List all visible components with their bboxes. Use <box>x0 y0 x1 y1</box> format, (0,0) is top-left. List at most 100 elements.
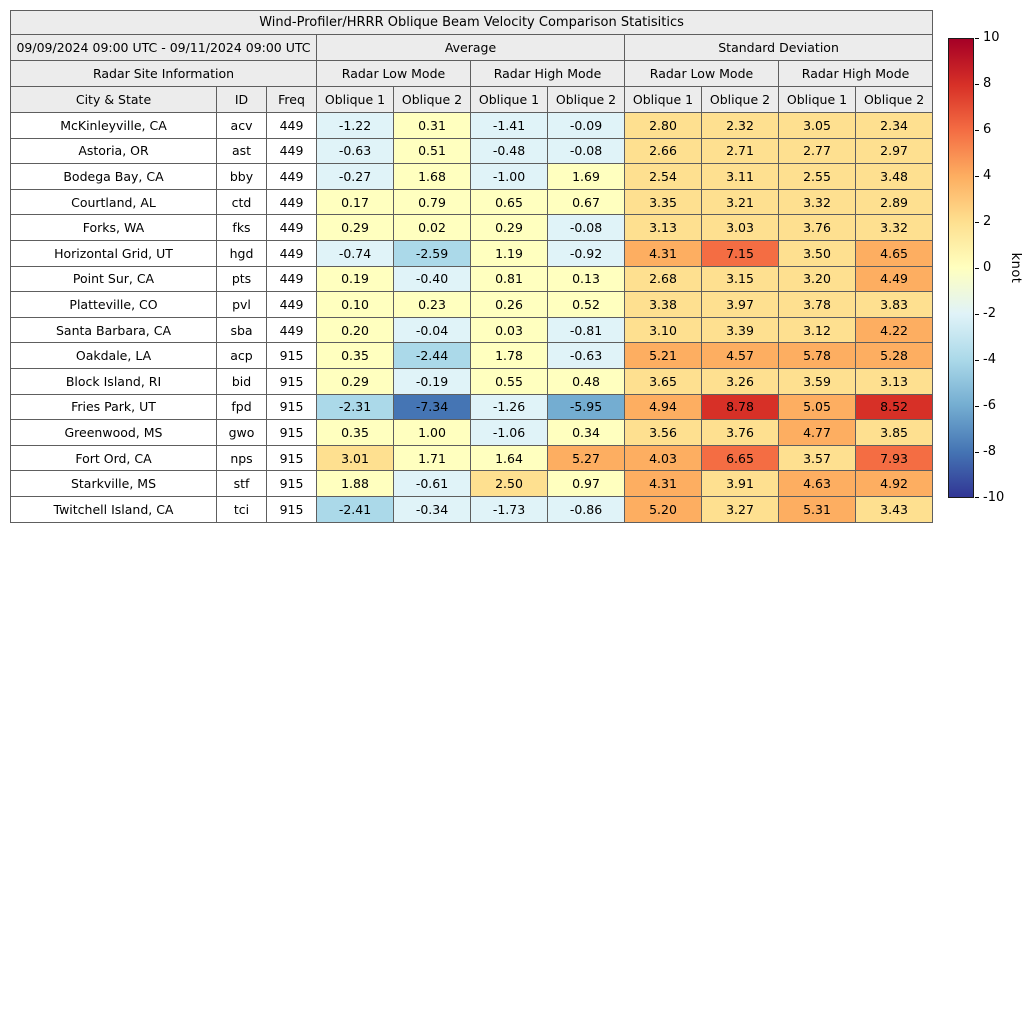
site-row: Platteville, CO pvl 449 0.10 0.23 0.26 0.52 3.3… <box>10 291 934 318</box>
value-cell: 3.38 <box>624 291 702 318</box>
value-cell: 2.71 <box>701 137 779 165</box>
value-cell: -1.73 <box>470 495 548 523</box>
freq-cell: 449 <box>266 291 317 318</box>
value-cell: -0.48 <box>470 137 548 165</box>
colorbar-tick-mark <box>975 406 979 407</box>
value-cell: 4.57 <box>701 342 779 369</box>
value-cell: 0.35 <box>316 419 394 446</box>
colorbar-tick-mark <box>975 176 979 177</box>
value-cell: -2.31 <box>316 393 394 421</box>
city-state-cell: Fries Park, UT <box>10 393 217 421</box>
value-cell: -5.95 <box>547 393 625 421</box>
value-cell: -0.19 <box>393 367 471 395</box>
value-cell: 0.29 <box>316 367 394 395</box>
value-cell: 0.55 <box>470 367 548 395</box>
value-cell: 1.71 <box>393 444 471 472</box>
value-cell: -0.09 <box>547 112 625 139</box>
value-cell: -0.81 <box>547 316 625 344</box>
date-range: 09/09/2024 09:00 UTC - 09/11/2024 09:00 … <box>10 34 317 61</box>
value-cell: -2.59 <box>393 239 471 267</box>
value-cell: 0.48 <box>547 367 625 395</box>
mode-header-sd-high: Radar High Mode <box>777 60 934 87</box>
value-cell: 0.81 <box>470 265 548 293</box>
value-cell: 3.32 <box>778 188 856 216</box>
city-state-cell: McKinleyville, CA <box>10 112 217 139</box>
group-header-standard-deviation: Standard Deviation <box>623 34 934 61</box>
freq-cell: 915 <box>266 419 317 446</box>
site-row: Fort Ord, CA nps 915 3.01 1.71 1.64 5.27 4.03 6.… <box>10 444 934 472</box>
value-cell: 5.05 <box>778 393 856 421</box>
value-cell: -0.27 <box>316 163 394 190</box>
site-info-header: Radar Site Information <box>10 60 317 87</box>
site-row: McKinleyville, CA acv 449 -1.22 0.31 -1.41 -0.… <box>10 112 934 139</box>
site-row: Forks, WA fks 449 0.29 0.02 0.29 -0.08 3.13 3.03… <box>10 214 934 241</box>
column-header-oblique2: Oblique 2 <box>701 86 779 113</box>
freq-cell: 449 <box>266 239 317 267</box>
value-cell: 3.20 <box>778 265 856 293</box>
site-row: Santa Barbara, CA sba 449 0.20 -0.04 0.03 -0.8… <box>10 316 934 344</box>
site-row: Bodega Bay, CA bby 449 -0.27 1.68 -1.00 1.69 2.… <box>10 163 934 190</box>
value-cell: 4.92 <box>854 470 934 497</box>
value-cell: 2.97 <box>854 137 934 165</box>
value-cell: 3.32 <box>854 214 934 241</box>
value-cell: 2.34 <box>854 112 934 139</box>
value-cell: -2.41 <box>316 495 394 523</box>
value-cell: 0.26 <box>470 291 548 318</box>
value-cell: 2.89 <box>854 188 934 216</box>
value-cell: -2.44 <box>393 342 471 369</box>
stats-table: Wind-Profiler/HRRR Oblique Beam Velocity… <box>9 10 934 523</box>
colorbar-tick-label: 6 <box>983 122 992 137</box>
freq-cell: 449 <box>266 214 317 241</box>
value-cell: 3.35 <box>624 188 702 216</box>
column-header-oblique2: Oblique 2 <box>393 86 471 113</box>
value-cell: -0.08 <box>547 137 625 165</box>
value-cell: 5.31 <box>778 495 856 523</box>
value-cell: 4.22 <box>854 316 934 344</box>
freq-cell: 915 <box>266 444 317 472</box>
freq-cell: 915 <box>266 470 317 497</box>
group-header-row: 09/09/2024 09:00 UTC - 09/11/2024 09:00 … <box>10 34 934 61</box>
colorbar-gradient <box>948 38 974 498</box>
value-cell: 0.02 <box>393 214 471 241</box>
value-cell: 0.79 <box>393 188 471 216</box>
value-cell: -0.63 <box>547 342 625 369</box>
colorbar-ticks: 10 8 6 4 2 0 -2 -4 -6 -8 -10 <box>975 30 1015 505</box>
column-header-row: City & State ID Freq Oblique 1 Oblique 2… <box>10 86 934 113</box>
city-state-cell: Oakdale, LA <box>10 342 217 369</box>
column-header-oblique1: Oblique 1 <box>470 86 548 113</box>
site-id-cell: acp <box>216 342 267 369</box>
value-cell: 0.29 <box>316 214 394 241</box>
colorbar-tick-mark <box>975 130 979 131</box>
site-id-cell: hgd <box>216 239 267 267</box>
mode-header-sd-low: Radar Low Mode <box>624 60 779 87</box>
colorbar-tick-mark <box>975 222 979 223</box>
colorbar-tick-label: -6 <box>983 398 996 413</box>
column-header-freq: Freq <box>266 86 317 113</box>
value-cell: 3.15 <box>701 265 779 293</box>
value-cell: 7.15 <box>701 239 779 267</box>
site-row: Courtland, AL ctd 449 0.17 0.79 0.65 0.67 3.35 3… <box>10 188 934 216</box>
value-cell: -0.86 <box>547 495 625 523</box>
value-cell: 5.78 <box>778 342 856 369</box>
value-cell: 3.43 <box>854 495 934 523</box>
value-cell: 3.85 <box>854 419 934 446</box>
value-cell: 3.12 <box>778 316 856 344</box>
value-cell: 3.83 <box>854 291 934 318</box>
colorbar-tick-label: -2 <box>983 306 996 321</box>
value-cell: -0.40 <box>393 265 471 293</box>
value-cell: 2.80 <box>624 112 702 139</box>
colorbar-tick-mark <box>975 497 979 498</box>
colorbar-tick-label: 4 <box>983 168 992 183</box>
colorbar-tick-mark <box>975 268 979 269</box>
value-cell: -0.92 <box>547 239 625 267</box>
value-cell: 1.68 <box>393 163 471 190</box>
value-cell: 2.68 <box>624 265 702 293</box>
freq-cell: 449 <box>266 188 317 216</box>
site-id-cell: ctd <box>216 188 267 216</box>
mode-header-row: Radar Site Information Radar Low Mode Ra… <box>10 60 934 87</box>
site-row: Point Sur, CA pts 449 0.19 -0.40 0.81 0.13 2.68… <box>10 265 934 293</box>
city-state-cell: Bodega Bay, CA <box>10 163 217 190</box>
city-state-cell: Astoria, OR <box>10 137 217 165</box>
value-cell: 8.78 <box>701 393 779 421</box>
